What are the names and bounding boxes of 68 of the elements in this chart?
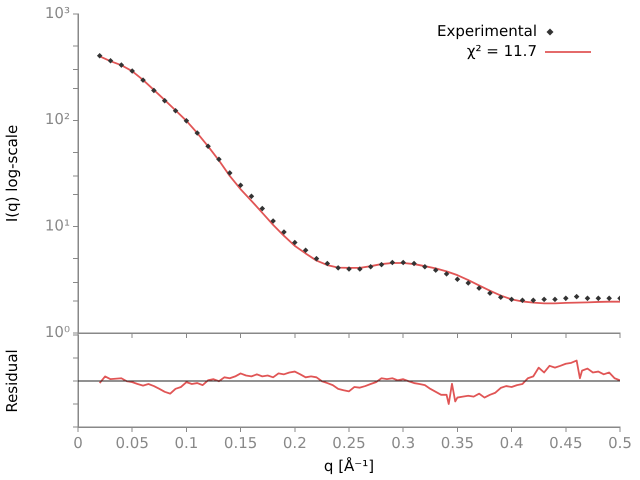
point	[520, 298, 526, 303]
point	[487, 290, 493, 296]
point	[162, 98, 168, 104]
point	[130, 68, 135, 74]
point	[118, 62, 124, 68]
point	[303, 248, 308, 253]
point	[248, 194, 254, 199]
y-tick-label: 10¹	[44, 216, 70, 235]
point	[151, 88, 156, 94]
point	[324, 260, 330, 266]
point	[444, 271, 450, 276]
point	[346, 266, 352, 272]
point	[411, 260, 417, 266]
point	[596, 296, 601, 301]
point	[281, 229, 287, 235]
point	[205, 144, 211, 149]
point	[454, 276, 460, 282]
point	[227, 170, 232, 176]
point	[194, 130, 200, 136]
point	[574, 294, 580, 300]
legend-label: Experimental	[436, 22, 537, 40]
x-tick-label: 0.1	[174, 434, 198, 452]
point	[552, 296, 558, 302]
point	[466, 280, 471, 286]
point	[390, 260, 395, 266]
point	[563, 296, 568, 301]
y-axis-title: Residual	[2, 349, 21, 413]
y-tick-label: 10²	[44, 110, 70, 128]
point	[172, 108, 178, 114]
x-tick-label: 0.4	[500, 434, 524, 452]
point	[433, 268, 438, 273]
point	[108, 58, 114, 64]
point	[530, 298, 536, 303]
point	[422, 264, 428, 270]
point	[606, 296, 612, 301]
x-tick-label: 0.15	[224, 434, 258, 452]
point	[357, 266, 362, 272]
point	[400, 260, 406, 266]
point	[292, 240, 298, 246]
point	[314, 256, 320, 262]
point	[260, 206, 265, 212]
x-tick-label: 0.5	[608, 434, 632, 452]
point	[509, 296, 514, 302]
y-tick-label: 10⁰	[44, 322, 70, 341]
x-tick-label: 0	[73, 434, 83, 452]
y-tick-label: 10³	[44, 4, 70, 22]
x-tick-label: 0.45	[549, 434, 583, 452]
point	[140, 77, 146, 83]
x-axis-title: q [Å⁻¹]	[324, 456, 374, 475]
x-tick-label: 0.2	[282, 434, 307, 452]
point	[378, 262, 384, 268]
x-tick-label: 0.05	[115, 434, 149, 452]
y-axis-title: I(q) log-scale	[2, 124, 21, 222]
point	[584, 296, 590, 301]
point	[97, 53, 102, 58]
point	[368, 264, 374, 270]
point	[336, 265, 341, 270]
legend-label: χ² = 11.7	[466, 42, 537, 60]
x-tick-label: 0.25	[332, 434, 366, 452]
point	[216, 156, 222, 162]
point	[270, 218, 276, 224]
point	[542, 296, 547, 302]
point	[498, 294, 504, 300]
x-tick-label: 0.35	[440, 434, 474, 452]
point	[184, 118, 189, 124]
point	[476, 286, 482, 291]
x-tick-label: 0.3	[391, 434, 416, 452]
point	[238, 182, 244, 188]
